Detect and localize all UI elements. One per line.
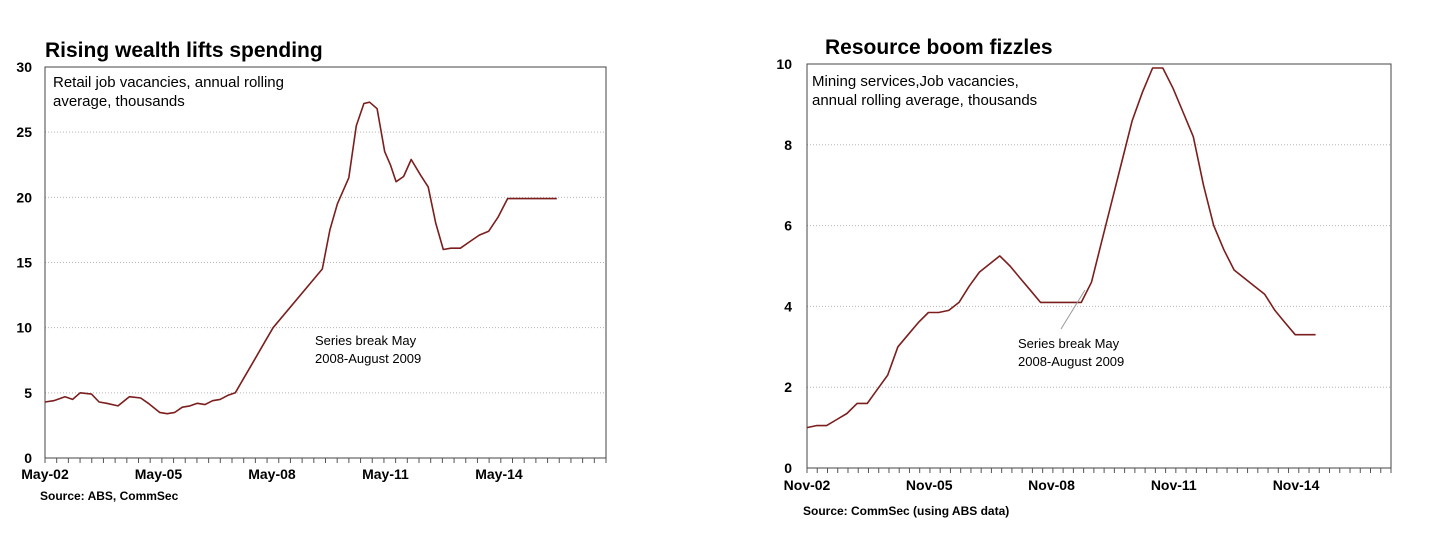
chart-title: Resource boom fizzles — [825, 36, 1053, 59]
y-tick-label: 30 — [16, 59, 32, 75]
x-tick-label: Nov-11 — [1151, 477, 1197, 493]
chart-description: annual rolling average, thousands — [812, 92, 1037, 109]
chart-retail-vacancies: Rising wealth lifts spending 0 5 10 15 20 25 30… — [16, 39, 607, 503]
y-tick-label: 2 — [784, 379, 792, 395]
y-tick-label: 0 — [24, 450, 32, 466]
y-tick-label: 15 — [16, 255, 32, 271]
chart-description: Mining services,Job vacancies, — [812, 73, 1019, 90]
source-note: Source: CommSec (using ABS data) — [803, 504, 1009, 518]
y-tick-label: 4 — [784, 298, 792, 314]
chart-mining-vacancies: Resource boom fizzles 0 2 4 6 8 10 Nov-02 Nov-05… — [776, 36, 1392, 518]
chart-panel-right: Resource boom fizzles 0 2 4 6 8 10 Nov-02 Nov-05… — [720, 0, 1440, 560]
chart-panel-left: Rising wealth lifts spending 0 5 10 15 20 25 30… — [16, 39, 607, 503]
x-tick-label: May-05 — [135, 466, 183, 482]
series-break-annotation: 2008-August 2009 — [1018, 354, 1124, 369]
x-tick-label: Nov-02 — [784, 477, 831, 493]
series-break-annotation: Series break May — [1018, 336, 1120, 351]
x-tick-label: May-14 — [475, 466, 523, 482]
y-tick-label: 8 — [784, 137, 792, 153]
x-tick-label: May-11 — [362, 466, 409, 482]
x-tick-label: Nov-14 — [1273, 477, 1320, 493]
series-break-annotation: Series break May — [315, 333, 417, 348]
y-tick-label: 10 — [16, 320, 32, 336]
x-tick-label: May-08 — [248, 466, 296, 482]
x-tick-label: Nov-08 — [1028, 477, 1075, 493]
y-tick-label: 10 — [776, 56, 792, 72]
x-tick-label: Nov-05 — [906, 477, 953, 493]
series-line — [806, 67, 1316, 429]
chart-description: average, thousands — [53, 93, 185, 110]
y-tick-label: 25 — [16, 124, 32, 140]
chart-description: Retail job vacancies, annual rolling — [53, 74, 284, 91]
y-tick-label: 6 — [784, 218, 792, 234]
series-break-annotation: 2008-August 2009 — [315, 351, 421, 366]
plot-frame — [806, 63, 1392, 469]
y-tick-label: 5 — [24, 385, 32, 401]
series-line — [44, 101, 557, 415]
chart-title: Rising wealth lifts spending — [45, 39, 323, 62]
y-tick-label: 20 — [16, 189, 32, 205]
y-tick-label: 0 — [784, 460, 792, 476]
annotation-leader — [1060, 289, 1086, 330]
x-tick-label: May-02 — [21, 466, 69, 482]
source-note: Source: ABS, CommSec — [40, 489, 179, 503]
